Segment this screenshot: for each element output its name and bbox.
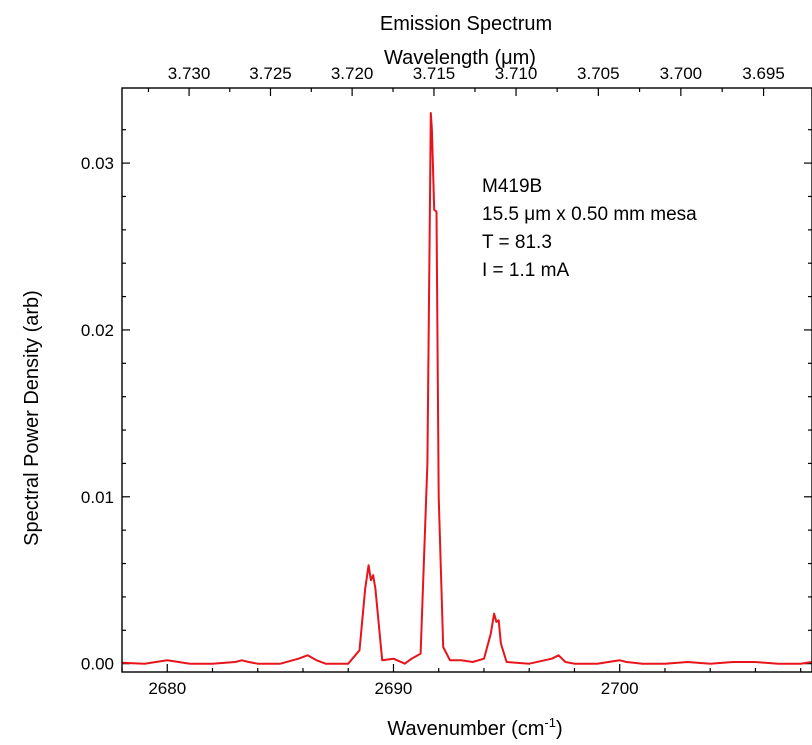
annotation-line: T = 81.3: [482, 232, 552, 253]
axis-ticks: [121, 88, 812, 672]
annotation-line: 15.5 μm x 0.50 mm mesa: [482, 204, 697, 225]
top-axis-title: Wavelength (μm): [384, 47, 536, 69]
x2-tick-label: 3.720: [331, 64, 374, 83]
axis-tick-labels: 2680 2690 2700 3.730 3.725 3.720 3.715 3.710 3.7…: [81, 64, 785, 698]
chart-title: Emission Spectrum: [380, 13, 552, 35]
x-tick-label: 2690: [375, 679, 413, 698]
x-tick-label: 2680: [148, 679, 186, 698]
y-axis-title: Spectral Power Density (arb): [21, 290, 43, 546]
x2-tick-label: 3.700: [660, 64, 703, 83]
y-tick-label: 0.01: [81, 488, 114, 507]
x-axis-title-main: Wavenumber (cm: [387, 718, 544, 740]
y-tick-label: 0.00: [81, 655, 114, 674]
annotation-line: I = 1.1 mA: [482, 260, 569, 281]
x2-tick-label: 3.725: [249, 64, 292, 83]
x-axis-title-superscript: -1: [544, 715, 556, 730]
spectrum-line: [121, 112, 812, 665]
legend-annotations: M419B 15.5 μm x 0.50 mm mesa T = 81.3 I = 1…: [482, 176, 697, 281]
x2-tick-label: 3.705: [577, 64, 620, 83]
x2-tick-label: 3.715: [413, 64, 456, 83]
annotation-line: M419B: [482, 176, 542, 197]
y-tick-label: 0.02: [81, 321, 114, 340]
x2-tick-label: 3.695: [742, 64, 785, 83]
x-axis-title-suffix: ): [556, 718, 563, 740]
x-tick-label: 2700: [601, 679, 639, 698]
x2-tick-label: 3.730: [168, 64, 211, 83]
y-tick-label: 0.03: [81, 154, 114, 173]
plot-frame: [121, 87, 812, 673]
x2-tick-label: 3.710: [495, 64, 538, 83]
x-axis-title: Wavenumber (cm-1): [387, 715, 562, 740]
